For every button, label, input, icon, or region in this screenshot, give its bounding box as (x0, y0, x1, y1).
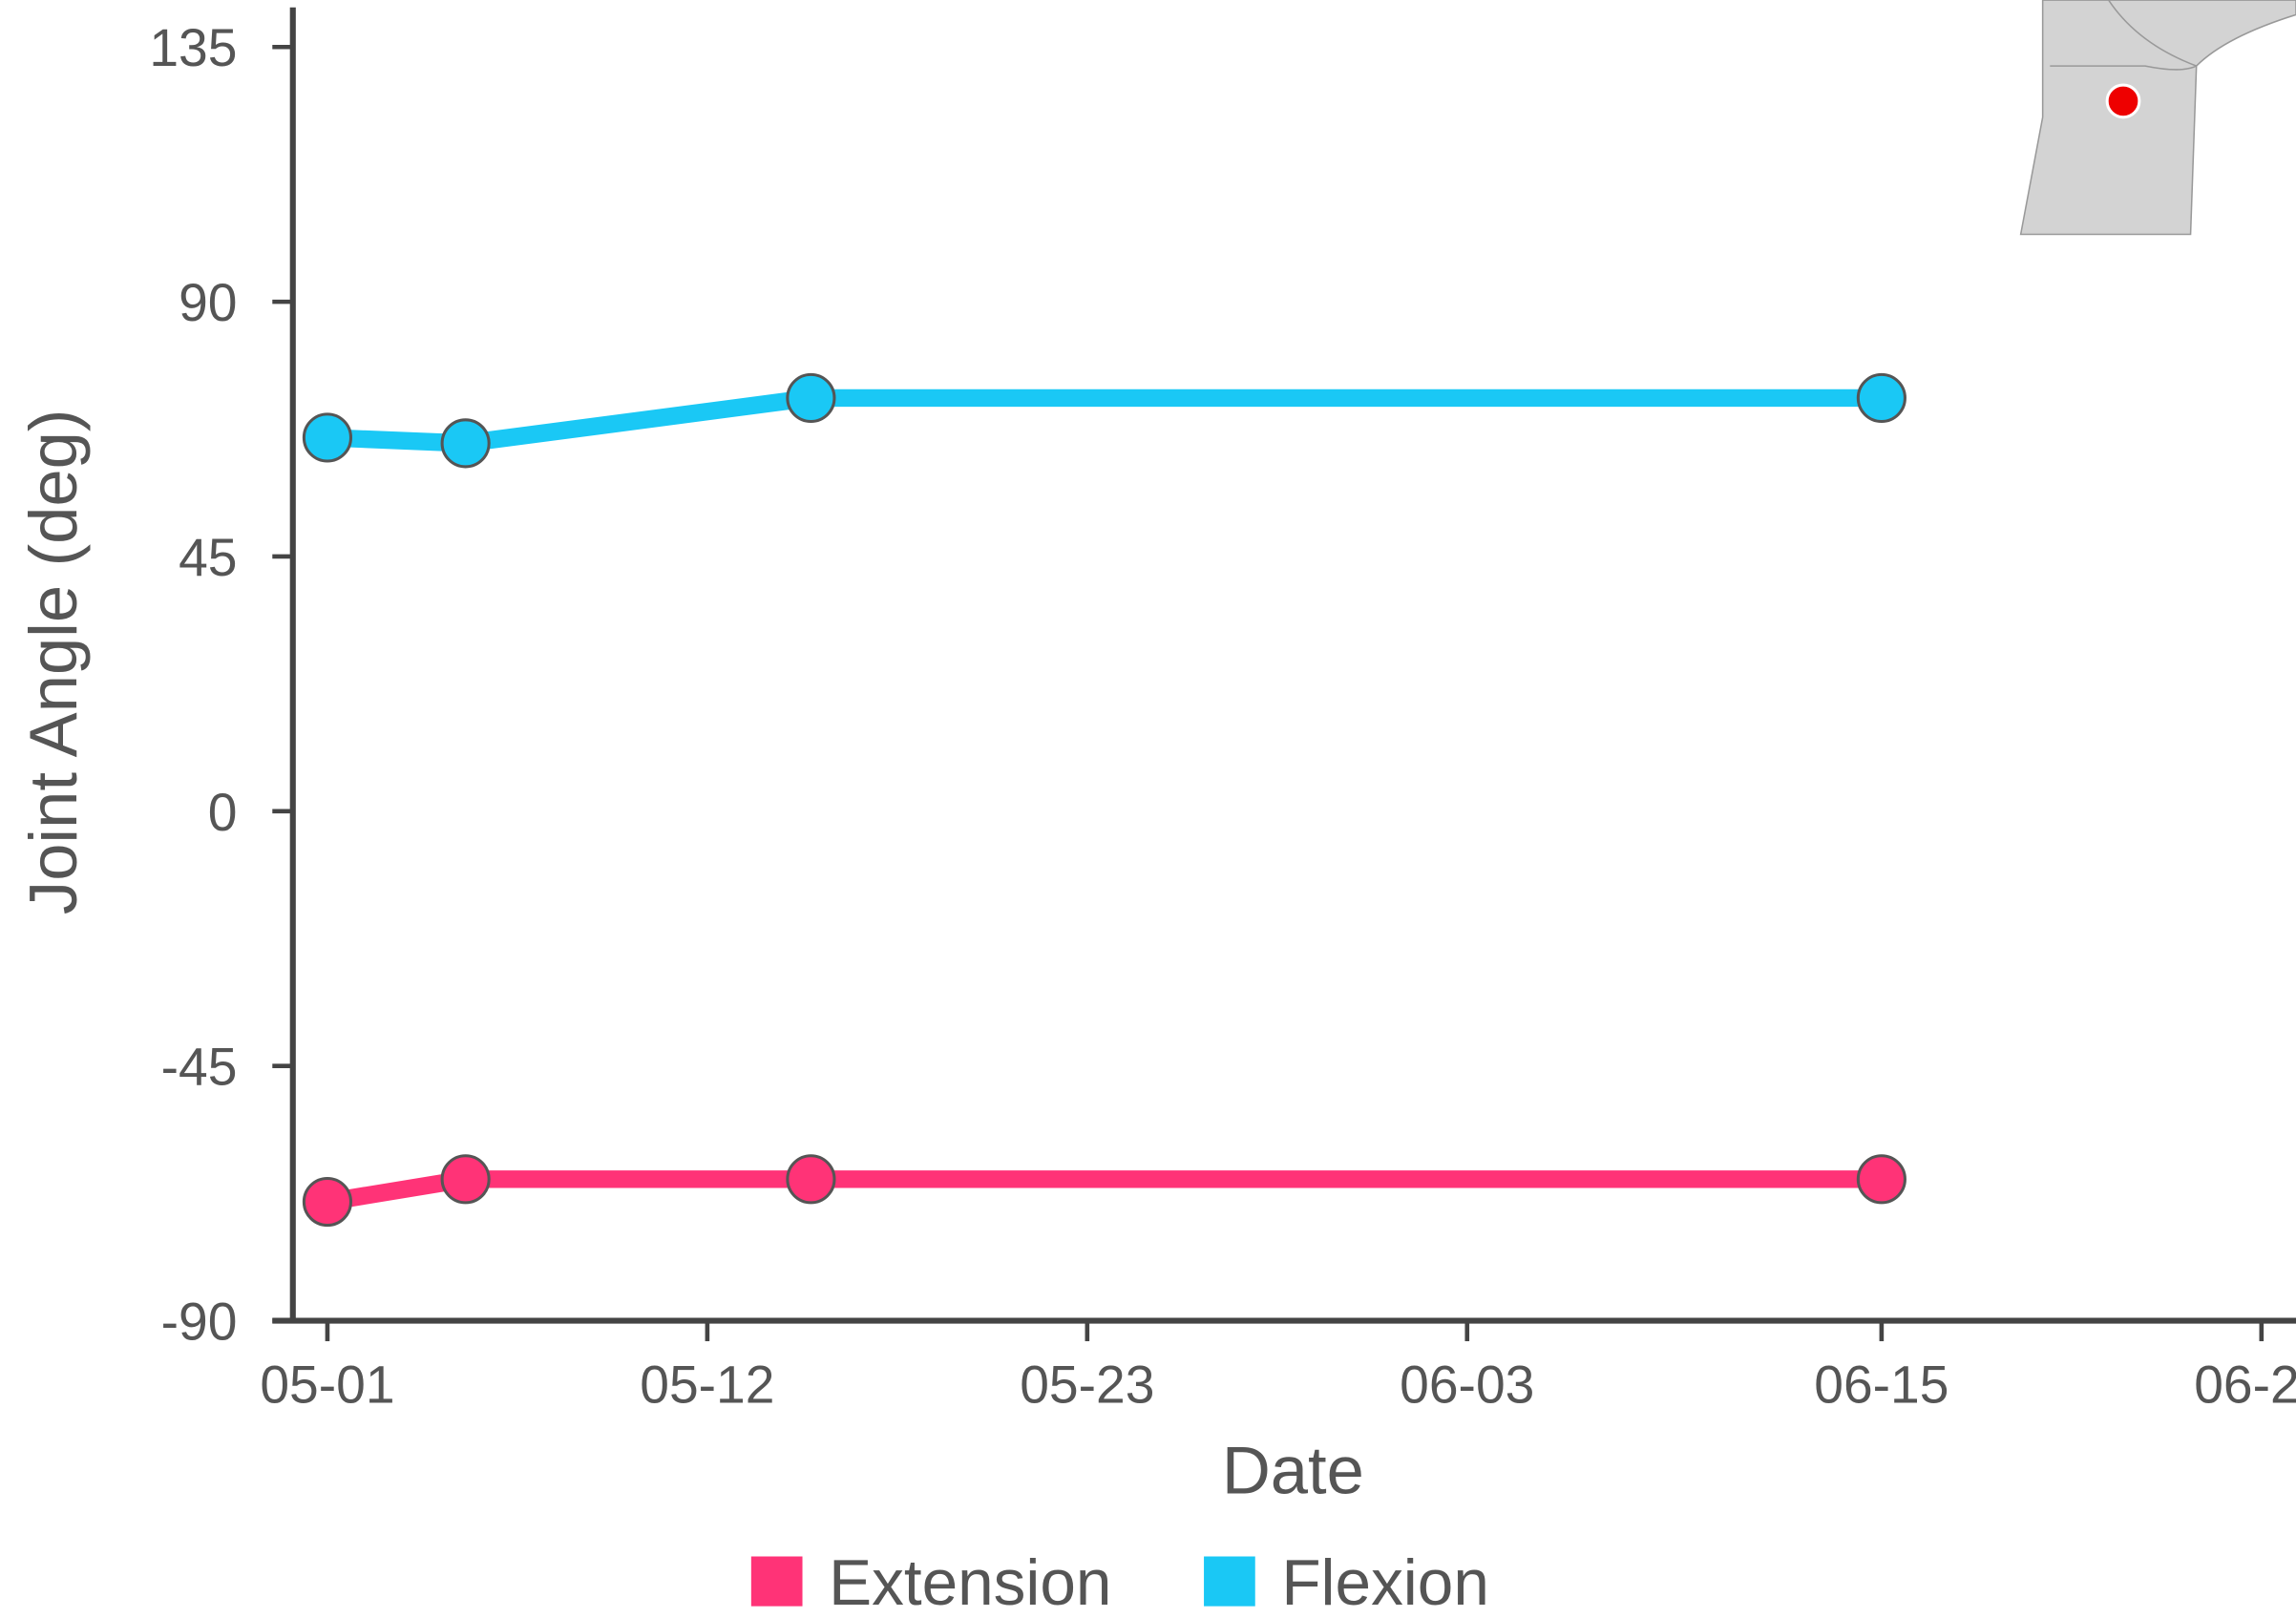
y-tick-label: 135 (149, 18, 237, 77)
y-tick-label: 45 (179, 528, 237, 587)
data-point (302, 412, 353, 463)
legend-label: Flexion (1281, 1547, 1489, 1618)
legend-swatch (750, 1556, 803, 1607)
x-tick-label: 05-23 (1020, 1355, 1154, 1414)
y-tick-label: -90 (161, 1292, 238, 1352)
data-point (1856, 372, 1906, 424)
data-point (1856, 1154, 1906, 1205)
data-point (786, 1154, 836, 1205)
x-tick-label: 05-12 (640, 1355, 774, 1414)
joint-illustration (2019, 0, 2296, 236)
x-axis-label: Date (1222, 1433, 1364, 1508)
series-line (318, 1170, 1891, 1211)
series-line (318, 389, 1891, 452)
x-tick-label: 06-15 (1814, 1355, 1948, 1414)
y-tick-label: 90 (179, 273, 237, 332)
y-axis-label: Joint Angle (deg) (15, 410, 91, 914)
data-point (440, 418, 491, 469)
legend-swatch (1204, 1556, 1255, 1607)
data-point (440, 1154, 491, 1205)
x-tick-label: 05-01 (260, 1355, 394, 1414)
y-tick-label: -45 (161, 1038, 238, 1097)
data-point (786, 372, 836, 424)
data-point (302, 1176, 353, 1228)
x-tick-label: 06-26 (2194, 1355, 2296, 1414)
x-tick-label: 06-03 (1400, 1355, 1534, 1414)
y-tick-label: 0 (208, 783, 238, 842)
legend-label: Extension (829, 1547, 1111, 1618)
